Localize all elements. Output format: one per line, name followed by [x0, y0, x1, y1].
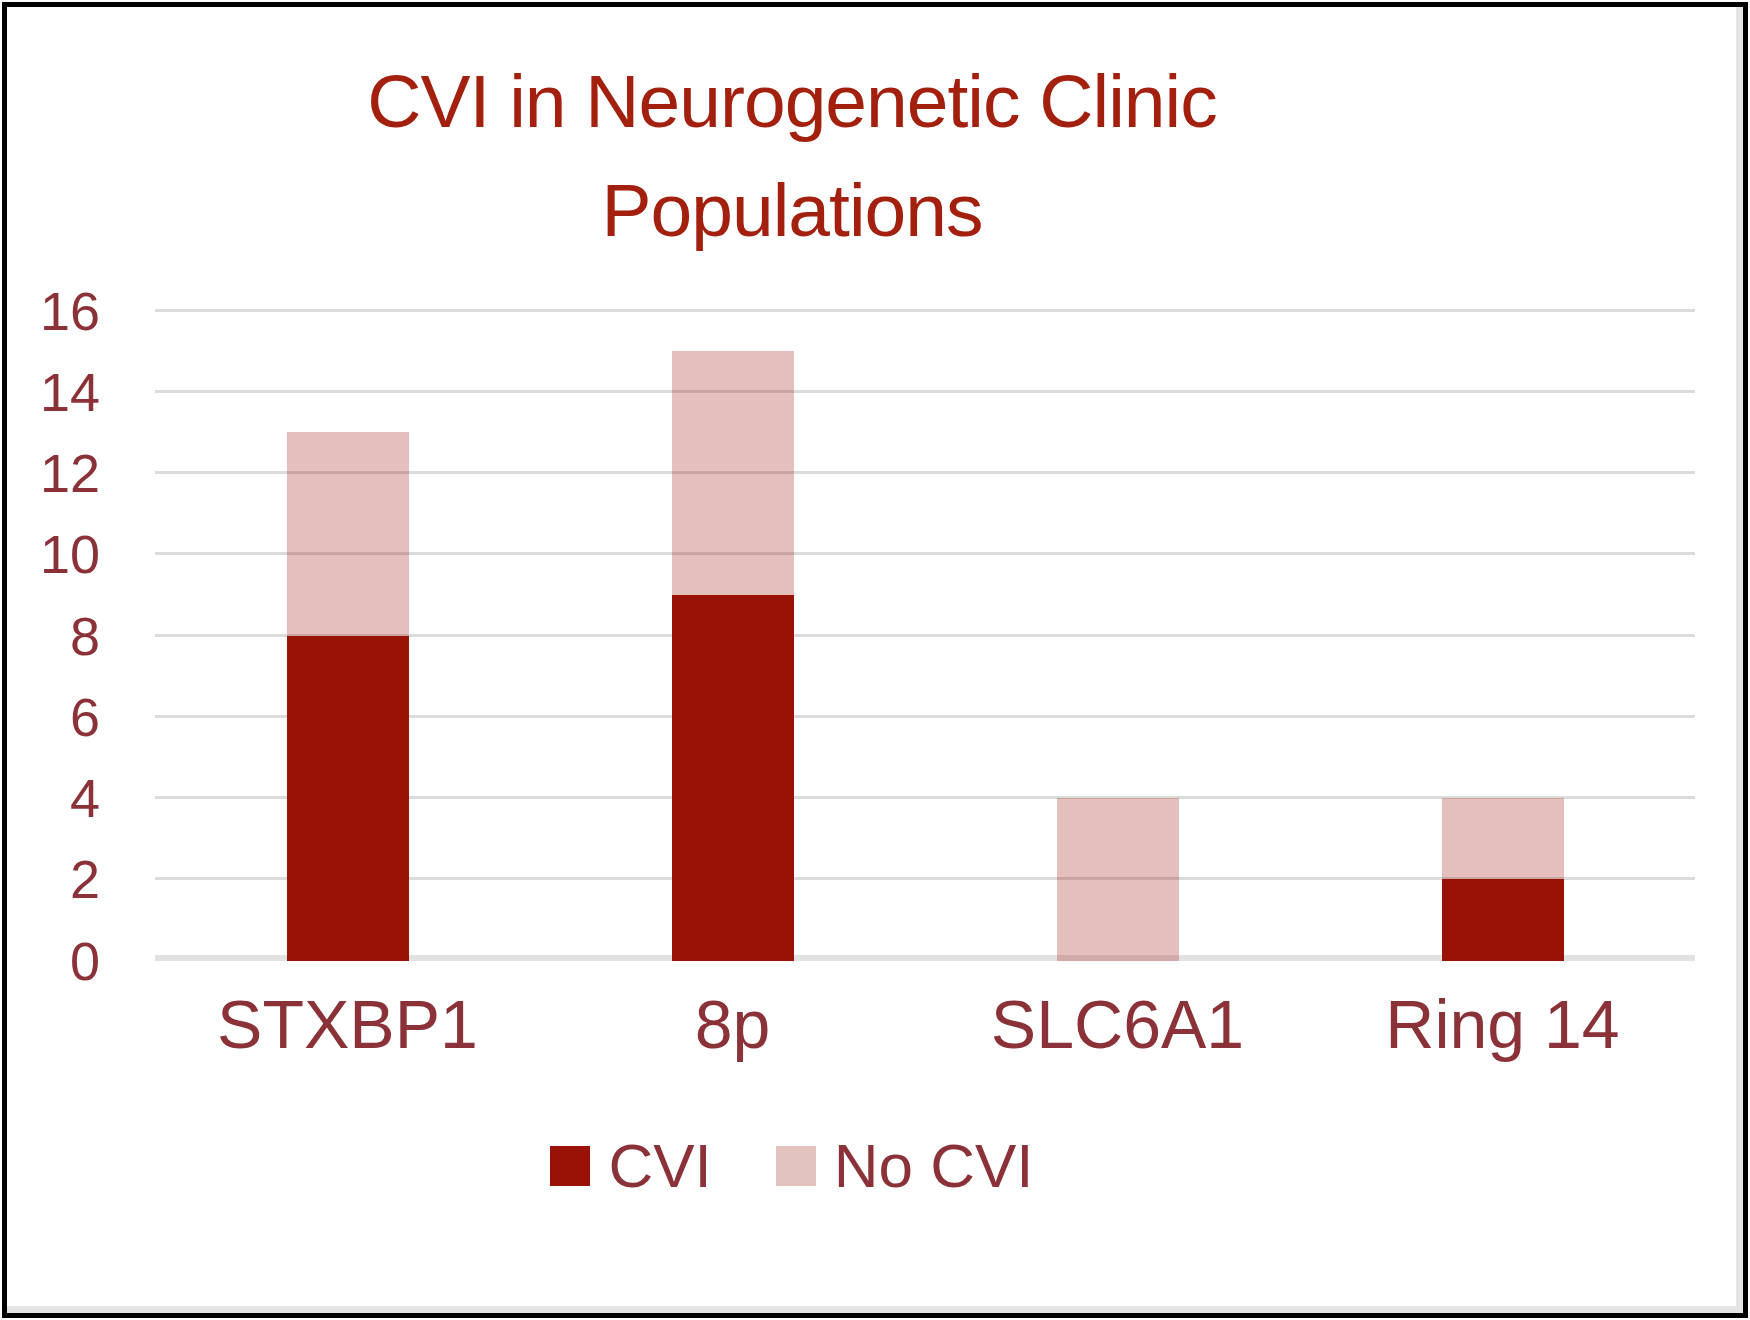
- bar-slot-ring-14: [1310, 311, 1695, 961]
- x-category-label: SLC6A1: [925, 987, 1310, 1062]
- bar-segment-no-cvi: [287, 432, 409, 635]
- y-tick-label: 6: [70, 690, 100, 744]
- y-axis: 0246810121416: [7, 311, 155, 961]
- legend-swatch-no-cvi: [776, 1146, 816, 1186]
- bar-segment-no-cvi: [672, 351, 794, 595]
- y-tick-label: 2: [70, 852, 100, 906]
- bar-segment-cvi: [1442, 879, 1564, 960]
- y-tick-label: 10: [40, 527, 100, 581]
- x-category-label: Ring 14: [1310, 987, 1695, 1062]
- plot-area: [155, 311, 1695, 961]
- bar-slot-stxbp1: [155, 311, 540, 961]
- chart-title: CVI in Neurogenetic Clinic Populations: [292, 47, 1292, 265]
- bar-segment-cvi: [287, 636, 409, 961]
- x-category-label: STXBP1: [155, 987, 540, 1062]
- y-tick-label: 8: [70, 609, 100, 663]
- y-tick-label: 12: [40, 446, 100, 500]
- bar-segment-no-cvi: [1057, 798, 1179, 961]
- bar-stack: [287, 311, 409, 961]
- legend: CVI No CVI: [7, 1135, 1577, 1197]
- legend-item-cvi: CVI: [550, 1135, 711, 1197]
- legend-swatch-cvi: [550, 1146, 590, 1186]
- legend-label-no-cvi: No CVI: [834, 1135, 1034, 1197]
- bars-layer: [155, 311, 1695, 961]
- bar-segment-cvi: [672, 595, 794, 961]
- y-tick-label: 0: [70, 934, 100, 988]
- title-wrap: CVI in Neurogenetic Clinic Populations: [7, 47, 1577, 265]
- x-category-label: 8p: [540, 987, 925, 1062]
- legend-label-cvi: CVI: [608, 1135, 711, 1197]
- bar-slot-slc6a1: [925, 311, 1310, 961]
- bar-slot-8p: [540, 311, 925, 961]
- bar-segment-no-cvi: [1442, 798, 1564, 879]
- y-tick-label: 14: [40, 365, 100, 419]
- y-tick-label: 16: [40, 284, 100, 338]
- bar-stack: [1057, 311, 1179, 961]
- y-tick-label: 4: [70, 771, 100, 825]
- x-axis-labels: STXBP18pSLC6A1Ring 14: [155, 987, 1695, 1062]
- legend-item-no-cvi: No CVI: [776, 1135, 1034, 1197]
- chart-area: 0246810121416: [7, 311, 1695, 961]
- bar-stack: [672, 311, 794, 961]
- chart-frame: CVI in Neurogenetic Clinic Populations 0…: [2, 2, 1748, 1318]
- bar-stack: [1442, 311, 1564, 961]
